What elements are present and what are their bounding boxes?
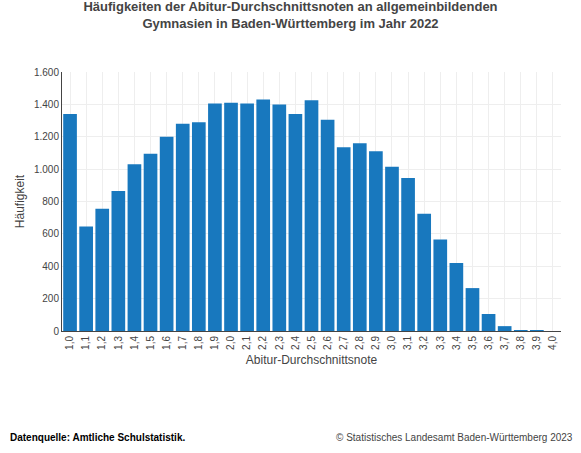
svg-text:2,9: 2,9: [370, 336, 381, 350]
svg-text:400: 400: [42, 261, 59, 272]
svg-text:3,5: 3,5: [467, 336, 478, 350]
svg-text:1.600: 1.600: [34, 67, 59, 78]
svg-text:1,6: 1,6: [161, 336, 172, 350]
svg-text:2,0: 2,0: [225, 336, 236, 350]
svg-text:3,7: 3,7: [499, 336, 510, 350]
svg-text:200: 200: [42, 293, 59, 304]
svg-text:0: 0: [53, 326, 59, 337]
svg-text:1.000: 1.000: [34, 164, 59, 175]
svg-text:1,3: 1,3: [113, 336, 124, 350]
svg-text:2,8: 2,8: [354, 336, 365, 350]
svg-text:1,5: 1,5: [145, 336, 156, 350]
svg-text:600: 600: [42, 228, 59, 239]
svg-text:1.200: 1.200: [34, 131, 59, 142]
svg-text:Häufigkeit: Häufigkeit: [13, 174, 27, 228]
svg-text:© Statistisches Landesamt Bade: © Statistisches Landesamt Baden-Württemb…: [336, 432, 573, 443]
svg-text:1.400: 1.400: [34, 99, 59, 110]
svg-text:2,4: 2,4: [290, 336, 301, 350]
svg-text:2,1: 2,1: [241, 336, 252, 350]
svg-text:3,3: 3,3: [435, 336, 446, 350]
svg-text:1,1: 1,1: [80, 336, 91, 350]
svg-text:2,3: 2,3: [274, 336, 285, 350]
svg-text:1,8: 1,8: [193, 336, 204, 350]
svg-text:3,2: 3,2: [418, 336, 429, 350]
svg-text:1,0: 1,0: [64, 336, 75, 350]
svg-text:3,1: 3,1: [402, 336, 413, 350]
svg-text:3,0: 3,0: [386, 336, 397, 350]
svg-text:3,6: 3,6: [483, 336, 494, 350]
svg-text:Abitur-Durchschnittsnote: Abitur-Durchschnittsnote: [246, 353, 378, 367]
svg-text:4,0: 4,0: [547, 336, 558, 350]
svg-text:Datenquelle: Amtliche Schulsta: Datenquelle: Amtliche Schulstatistik.: [10, 432, 185, 443]
svg-text:2,2: 2,2: [257, 336, 268, 350]
svg-text:2,6: 2,6: [322, 336, 333, 350]
svg-text:1,9: 1,9: [209, 336, 220, 350]
svg-text:1,7: 1,7: [177, 336, 188, 350]
svg-text:800: 800: [42, 196, 59, 207]
svg-text:Häufigkeiten der Abitur-Durchs: Häufigkeiten der Abitur-Durchschnittsnot…: [83, 0, 497, 31]
svg-text:1,2: 1,2: [96, 336, 107, 350]
svg-text:3,9: 3,9: [531, 336, 542, 350]
svg-text:1,4: 1,4: [129, 336, 140, 350]
svg-text:3,4: 3,4: [451, 336, 462, 350]
svg-text:2,7: 2,7: [338, 336, 349, 350]
svg-text:3,8: 3,8: [515, 336, 526, 350]
svg-text:2,5: 2,5: [306, 336, 317, 350]
